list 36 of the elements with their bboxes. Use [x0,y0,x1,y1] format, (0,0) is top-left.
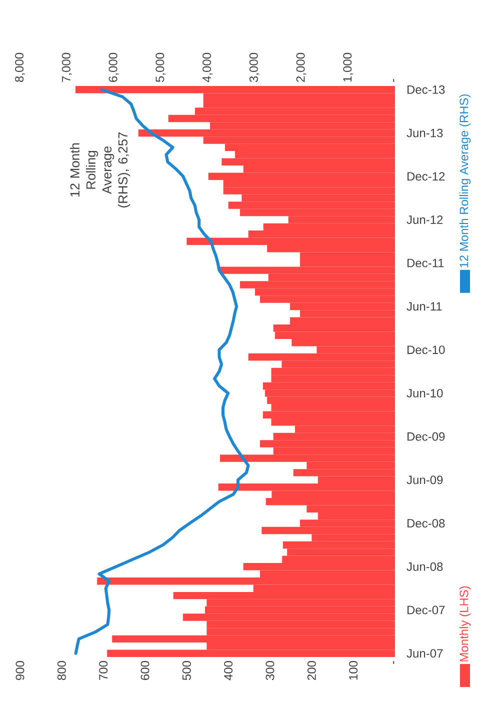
x-tick-label: 500 [182,661,191,680]
x-tick-label: 900 [16,661,24,680]
y-tick-label: Jun-13 [406,128,443,138]
x2-tick-label: 1,000 [343,52,354,82]
y-tick-label: Jun-10 [406,388,443,398]
x-tick-label: 800 [57,661,66,680]
x2-tick-label: 6,000 [108,52,119,82]
y-tick-label: Jun-08 [406,562,443,571]
x2-tick-label: - [393,79,394,82]
y-tick-label: Jun-11 [406,302,442,311]
y-tick-label: Jun-09 [406,476,443,484]
x2-tick-label: 4,000 [202,52,212,82]
x2-tick-label: 3,000 [249,52,260,82]
y-tick-label: Dec-11 [408,258,444,268]
y-tick-label: Jun-12 [406,215,443,224]
annotation: 12 Month Rolling Average (RHS), 6,257 [70,132,130,208]
x2-tick-label: 8,000 [15,52,25,82]
x2-tick-label: 2,000 [296,52,306,82]
y-tick-label: Dec-10 [408,346,445,354]
text: 12 Month Rolling Average (RHS) [459,94,471,268]
x-tick-label: 700 [99,661,108,680]
y-tick-label: Dec-09 [408,432,445,441]
y-tick-label: Dec-13 [408,85,445,94]
x-tick-label: - [393,661,394,664]
y-tick-label: Jun-07 [406,649,443,658]
x-tick-label: 400 [224,661,233,680]
y-tick-label: Dec-12 [408,172,445,181]
text: Monthly (LHS) [459,586,471,662]
x-tick-label: 100 [349,661,358,680]
y-tick-label: Dec-07 [408,606,445,614]
x2-tick-label: 5,000 [156,52,166,82]
x-tick-label: 300 [266,661,274,680]
x2-tick-label: 7,000 [62,52,72,82]
x-tick-label: 600 [140,661,150,680]
x-tick-label: 200 [307,661,316,680]
y-tick-label: Dec-08 [408,519,445,528]
